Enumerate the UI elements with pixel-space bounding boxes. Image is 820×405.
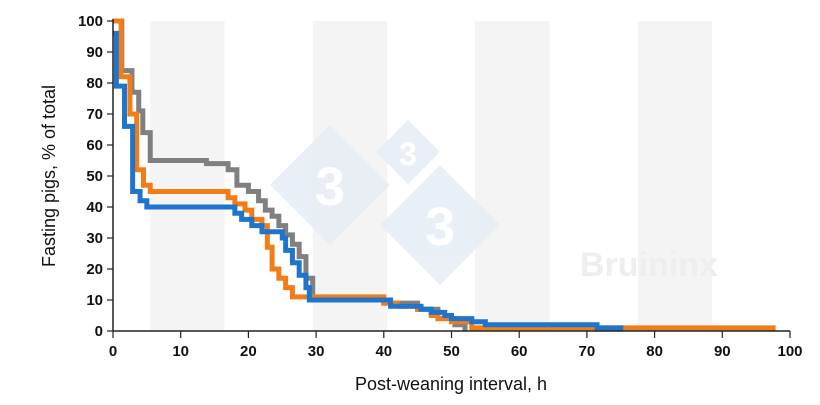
x-tick-label: 100 [777,343,802,360]
x-tick-label: 80 [646,343,663,360]
y-tick-label: 60 [86,137,103,154]
shaded-band [150,21,225,331]
x-tick-label: 0 [109,343,117,360]
x-axis-label: Post-weaning interval, h [355,374,547,394]
y-tick-label: 50 [86,168,103,185]
x-tick-label: 70 [579,343,596,360]
y-tick-label: 80 [86,75,103,92]
y-axis-label: Fasting pigs, % of total [39,85,59,267]
svg-text:3: 3 [399,136,417,172]
x-tick-label: 40 [375,343,392,360]
y-tick-label: 10 [86,292,103,309]
shaded-band [637,21,713,331]
y-tick-label: 70 [86,106,103,123]
y-tick-label: 90 [86,44,103,61]
y-tick-label: 0 [95,323,103,340]
x-tick-label: 30 [308,343,325,360]
series-lines [113,18,776,331]
series-line-3 [113,30,624,331]
x-tick-label: 90 [714,343,731,360]
y-tick-label: 100 [78,13,103,30]
y-tick-label: 40 [86,199,103,216]
x-tick-label: 60 [511,343,528,360]
watermark-logo: 3 3 3 Bruininx [270,120,718,285]
svg-text:3: 3 [425,197,455,257]
svg-text:Bruininx: Bruininx [580,246,718,284]
series-line-2 [113,18,776,331]
x-tick-label: 50 [443,343,460,360]
shaded-band [475,21,550,331]
axes: 0 10 20 30 40 50 60 70 80 90 100 0 10 20 30 40 50 60 70 80 9… [78,13,803,360]
y-tick-label: 30 [86,230,103,247]
x-tick-label: 10 [172,343,189,360]
svg-text:3: 3 [315,157,345,217]
x-tick-label: 20 [240,343,257,360]
y-tick-label: 20 [86,261,103,278]
